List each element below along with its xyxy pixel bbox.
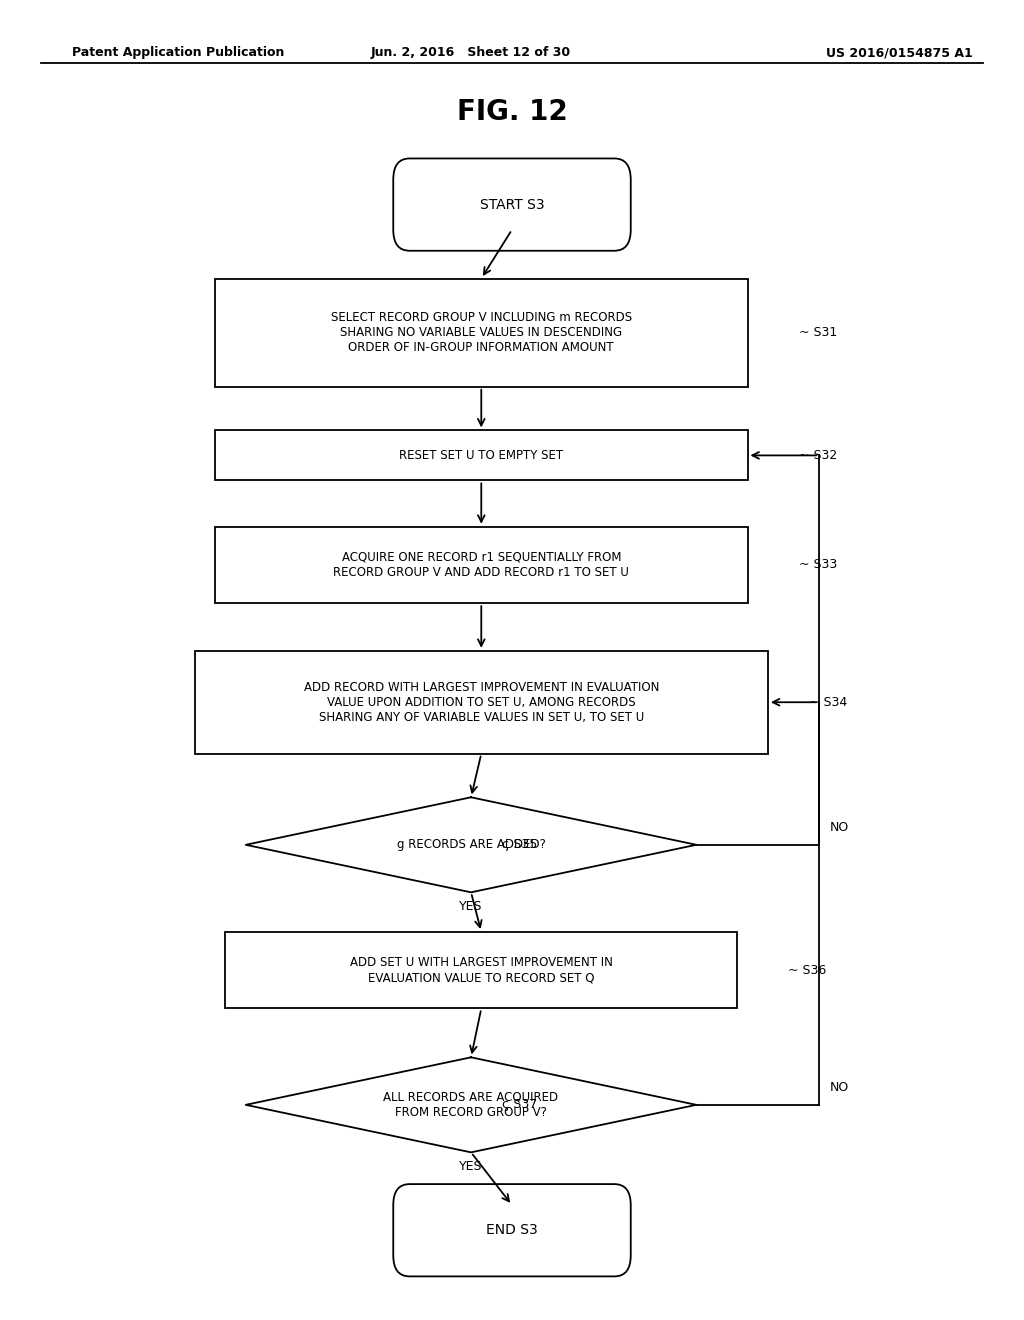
Polygon shape xyxy=(246,1057,696,1152)
Bar xyxy=(195,651,768,754)
Text: NO: NO xyxy=(829,821,849,834)
Text: ACQUIRE ONE RECORD r1 SEQUENTIALLY FROM
RECORD GROUP V AND ADD RECORD r1 TO SET : ACQUIRE ONE RECORD r1 SEQUENTIALLY FROM … xyxy=(334,550,629,579)
Text: ~ S34: ~ S34 xyxy=(809,696,847,709)
FancyBboxPatch shape xyxy=(393,158,631,251)
Text: FIG. 12: FIG. 12 xyxy=(457,98,567,127)
Bar xyxy=(225,932,737,1008)
Text: END S3: END S3 xyxy=(486,1224,538,1237)
Text: ς S37: ς S37 xyxy=(502,1098,537,1111)
Bar xyxy=(215,430,748,480)
Text: RESET SET U TO EMPTY SET: RESET SET U TO EMPTY SET xyxy=(399,449,563,462)
Bar xyxy=(215,527,748,603)
Text: Patent Application Publication: Patent Application Publication xyxy=(72,46,284,59)
Text: ~ S31: ~ S31 xyxy=(799,326,837,339)
Text: ADD SET U WITH LARGEST IMPROVEMENT IN
EVALUATION VALUE TO RECORD SET Q: ADD SET U WITH LARGEST IMPROVEMENT IN EV… xyxy=(350,956,612,985)
Text: US 2016/0154875 A1: US 2016/0154875 A1 xyxy=(826,46,973,59)
Text: g RECORDS ARE ADDED?: g RECORDS ARE ADDED? xyxy=(396,838,546,851)
Text: ~ S33: ~ S33 xyxy=(799,558,837,572)
Text: YES: YES xyxy=(460,1160,482,1173)
Text: ς S35: ς S35 xyxy=(502,838,537,851)
Text: ALL RECORDS ARE ACQUIRED
FROM RECORD GROUP V?: ALL RECORDS ARE ACQUIRED FROM RECORD GRO… xyxy=(383,1090,559,1119)
Text: START S3: START S3 xyxy=(479,198,545,211)
Text: Jun. 2, 2016   Sheet 12 of 30: Jun. 2, 2016 Sheet 12 of 30 xyxy=(371,46,571,59)
FancyBboxPatch shape xyxy=(393,1184,631,1276)
Polygon shape xyxy=(246,797,696,892)
Text: ADD RECORD WITH LARGEST IMPROVEMENT IN EVALUATION
VALUE UPON ADDITION TO SET U, : ADD RECORD WITH LARGEST IMPROVEMENT IN E… xyxy=(303,681,659,723)
Text: SELECT RECORD GROUP V INCLUDING m RECORDS
SHARING NO VARIABLE VALUES IN DESCENDI: SELECT RECORD GROUP V INCLUDING m RECORD… xyxy=(331,312,632,354)
Text: YES: YES xyxy=(460,900,482,913)
Text: ~ S36: ~ S36 xyxy=(788,964,826,977)
Bar xyxy=(215,279,748,387)
Text: ~ S32: ~ S32 xyxy=(799,449,837,462)
Text: NO: NO xyxy=(829,1081,849,1094)
